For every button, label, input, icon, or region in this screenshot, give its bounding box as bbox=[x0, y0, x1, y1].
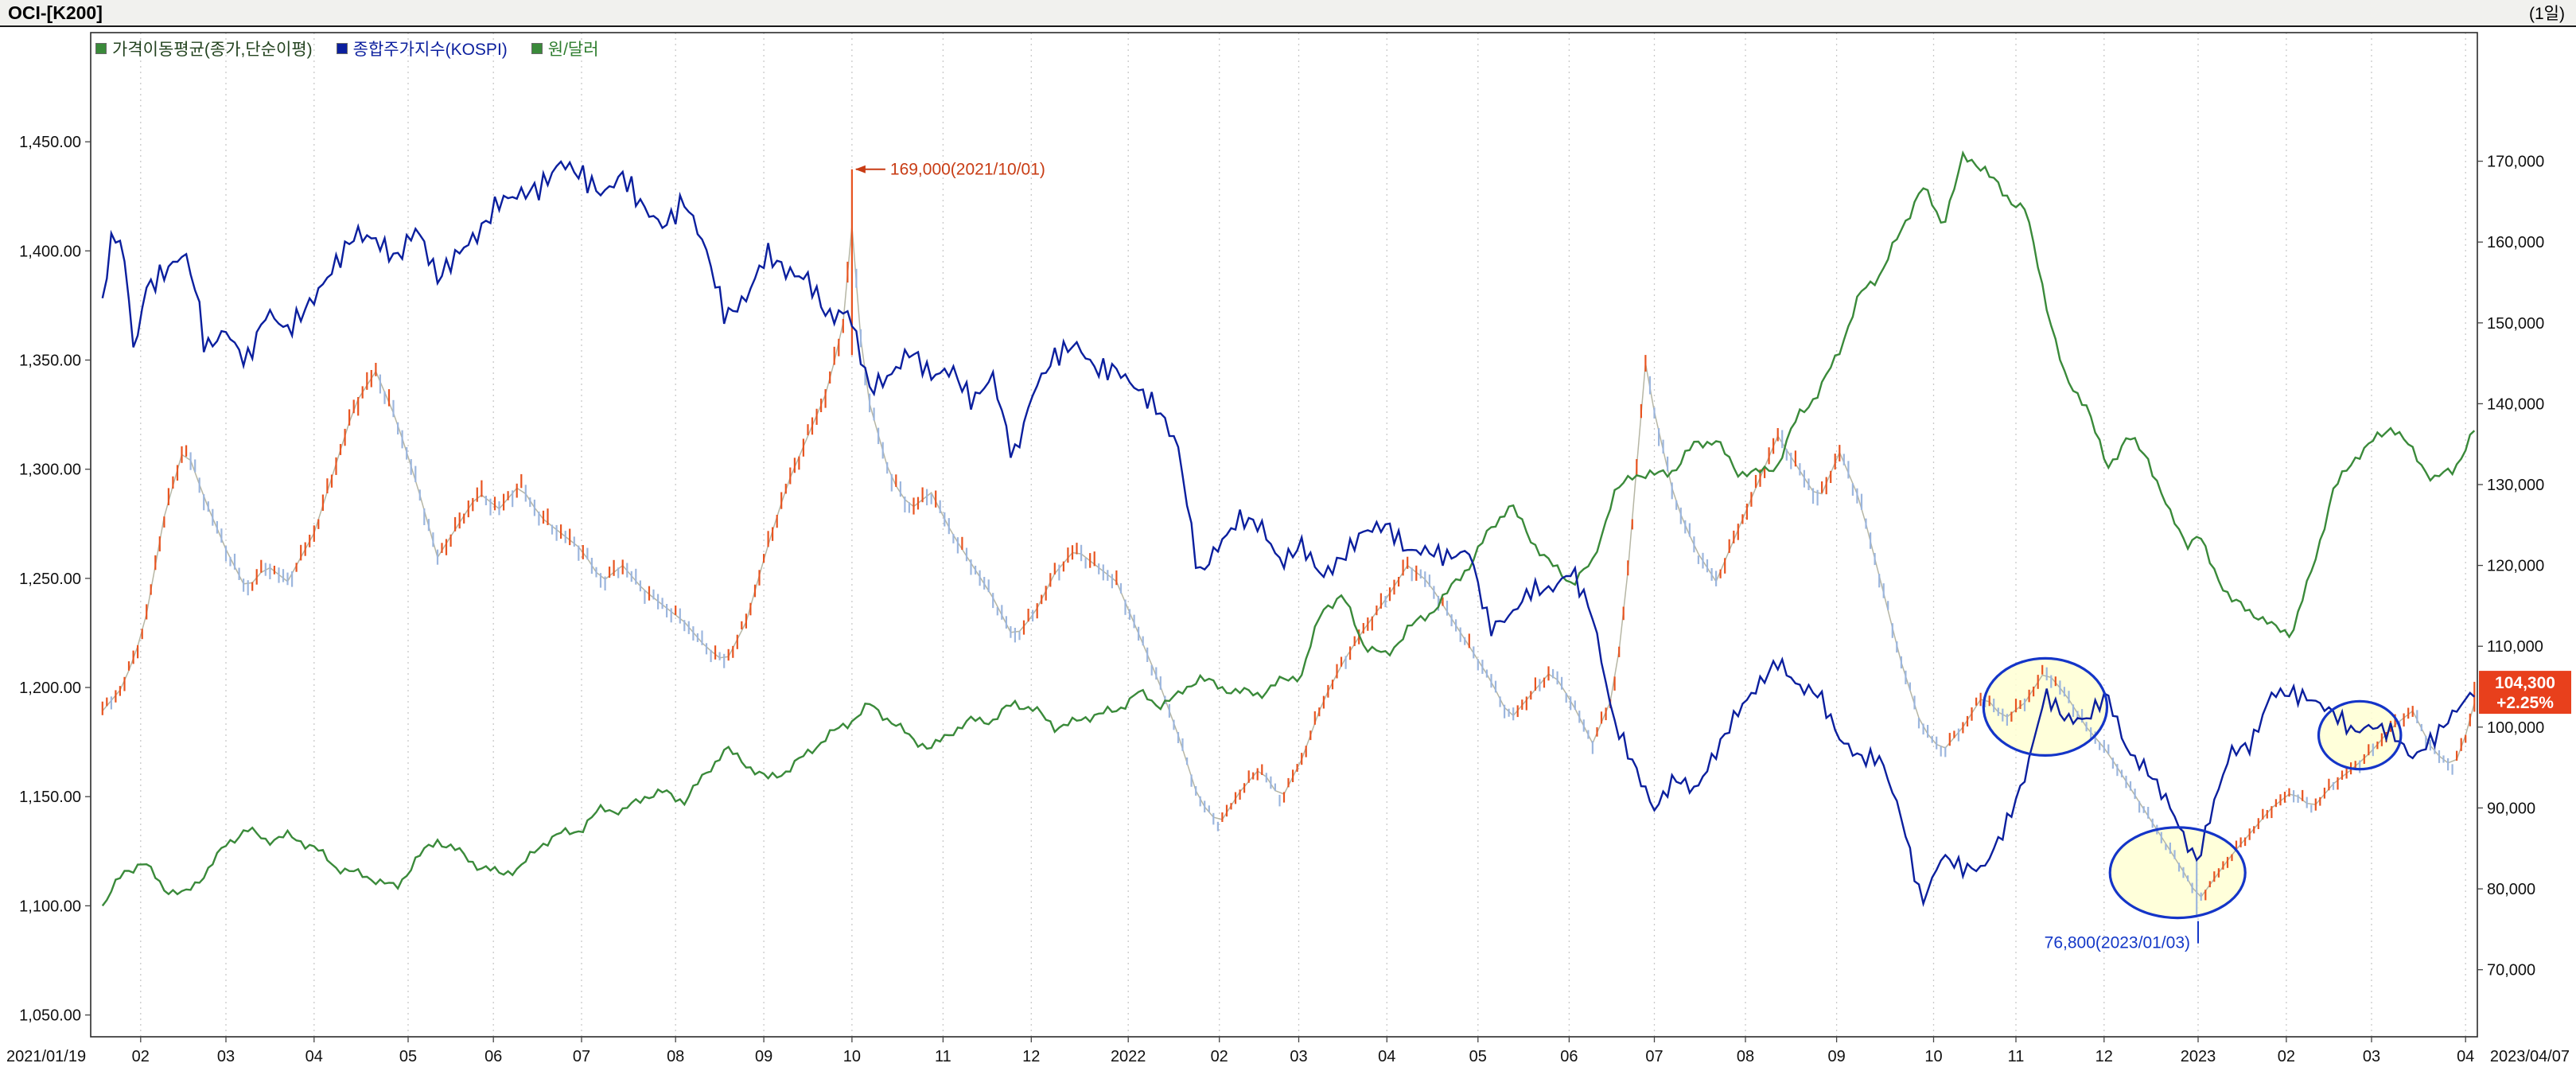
usdkrw-legend-icon bbox=[531, 43, 543, 54]
usdkrw-line bbox=[101, 150, 2476, 907]
right-axis-label: 110,000 bbox=[2487, 638, 2543, 656]
right-axis-label: 170,000 bbox=[2487, 154, 2544, 171]
legend-item-label: 가격이동평균(종가,단순이평) bbox=[112, 41, 313, 59]
highlight-ellipse[interactable] bbox=[1982, 656, 2109, 757]
right-axis-label: 100,000 bbox=[2487, 719, 2544, 737]
kospi-line bbox=[101, 160, 2476, 908]
x-axis-label: 2022 bbox=[1111, 1048, 1146, 1065]
x-axis-label: 07 bbox=[1645, 1048, 1663, 1065]
high-annotation: 169,000(2021/10/01) bbox=[890, 161, 1045, 179]
legend-item-label: 종합주가지수(KOSPI) bbox=[352, 41, 508, 59]
x-axis-label: 02 bbox=[2278, 1048, 2295, 1065]
chart-legend: 가격이동평균(종가,단순이평) 종합주가지수(KOSPI) 원/달러 bbox=[95, 37, 599, 60]
x-axis-label: 12 bbox=[1022, 1048, 1040, 1065]
x-axis-label: 10 bbox=[1924, 1048, 1942, 1065]
left-axis-label: 1,100.00 bbox=[19, 898, 81, 915]
legend-item-usdkrw[interactable]: 원/달러 bbox=[531, 37, 599, 60]
x-axis-label: 10 bbox=[843, 1048, 861, 1065]
x-axis-label: 09 bbox=[1827, 1048, 1845, 1065]
right-axis-label: 150,000 bbox=[2487, 315, 2544, 333]
x-axis-label: 03 bbox=[2363, 1048, 2380, 1065]
highlight-ellipse-fill bbox=[2110, 827, 2246, 918]
x-axis-label: 03 bbox=[217, 1048, 235, 1065]
x-axis-label: 12 bbox=[2095, 1048, 2113, 1065]
moving-average-line bbox=[102, 225, 2476, 898]
high-marker-arrow-icon bbox=[854, 165, 866, 173]
left-axis-label: 1,150.00 bbox=[19, 789, 81, 806]
low-annotation: 76,800(2023/01/03) bbox=[2045, 934, 2190, 952]
window-title: OCI-[K200] bbox=[8, 2, 103, 23]
x-axis-label: 11 bbox=[935, 1048, 951, 1065]
x-axis-label: 08 bbox=[1737, 1048, 1754, 1065]
right-axis-label: 140,000 bbox=[2487, 395, 2544, 413]
x-axis-label: 04 bbox=[1378, 1048, 1395, 1065]
left-axis-label: 1,350.00 bbox=[19, 352, 81, 370]
legend-item-kospi[interactable]: 종합주가지수(KOSPI) bbox=[336, 37, 508, 60]
x-axis-label: 2023 bbox=[2181, 1048, 2216, 1065]
left-axis-label: 1,450.00 bbox=[19, 134, 81, 151]
x-axis-end-label: 2023/04/07 bbox=[2490, 1048, 2570, 1065]
last-price-change: +2.25% bbox=[2496, 694, 2554, 712]
x-axis-label: 06 bbox=[1560, 1048, 1578, 1065]
x-axis-label: 05 bbox=[399, 1048, 417, 1065]
highlight-ellipse-fill bbox=[1983, 658, 2107, 756]
x-axis-start-label: 2021/01/19 bbox=[6, 1048, 86, 1065]
highlight-ellipse[interactable] bbox=[2108, 826, 2247, 920]
x-axis-label: 07 bbox=[573, 1048, 590, 1065]
right-axis-label: 120,000 bbox=[2487, 558, 2544, 575]
left-axis-label: 1,050.00 bbox=[19, 1007, 81, 1025]
x-axis-label: 04 bbox=[305, 1048, 323, 1065]
right-axis-label: 90,000 bbox=[2487, 800, 2535, 817]
x-axis-label: 05 bbox=[1469, 1048, 1487, 1065]
plot-frame bbox=[90, 32, 2478, 1038]
x-axis-label: 09 bbox=[755, 1048, 772, 1065]
left-axis-label: 1,300.00 bbox=[19, 462, 81, 479]
right-axis-label: 70,000 bbox=[2487, 962, 2535, 979]
right-axis-label: 160,000 bbox=[2487, 234, 2544, 251]
x-axis-label: 11 bbox=[2008, 1048, 2025, 1065]
timeframe-label[interactable]: (1일) bbox=[2529, 5, 2565, 23]
x-axis-label: 03 bbox=[1290, 1048, 1307, 1065]
last-price-badge bbox=[2479, 671, 2571, 715]
title-bar: OCI-[K200] (1일) bbox=[0, 0, 2576, 27]
x-axis-label: 04 bbox=[2457, 1048, 2474, 1065]
kospi-legend-icon bbox=[336, 43, 348, 54]
left-axis-label: 1,200.00 bbox=[19, 680, 81, 697]
left-axis-label: 1,250.00 bbox=[19, 571, 81, 588]
x-axis-label: 08 bbox=[667, 1048, 684, 1065]
right-axis-label: 130,000 bbox=[2487, 477, 2544, 494]
x-axis-label: 02 bbox=[132, 1048, 150, 1065]
last-price-value: 104,300 bbox=[2495, 674, 2555, 692]
highlight-ellipse[interactable] bbox=[2317, 699, 2403, 771]
legend-item-label: 원/달러 bbox=[547, 41, 599, 59]
right-axis-label: 80,000 bbox=[2487, 881, 2535, 898]
left-axis-label: 1,400.00 bbox=[19, 243, 81, 260]
legend-item-moving-average[interactable]: 가격이동평균(종가,단순이평) bbox=[95, 37, 313, 60]
moving-average-legend-icon bbox=[95, 43, 107, 54]
x-axis-label: 06 bbox=[484, 1048, 502, 1065]
x-axis-label: 02 bbox=[1211, 1048, 1228, 1065]
